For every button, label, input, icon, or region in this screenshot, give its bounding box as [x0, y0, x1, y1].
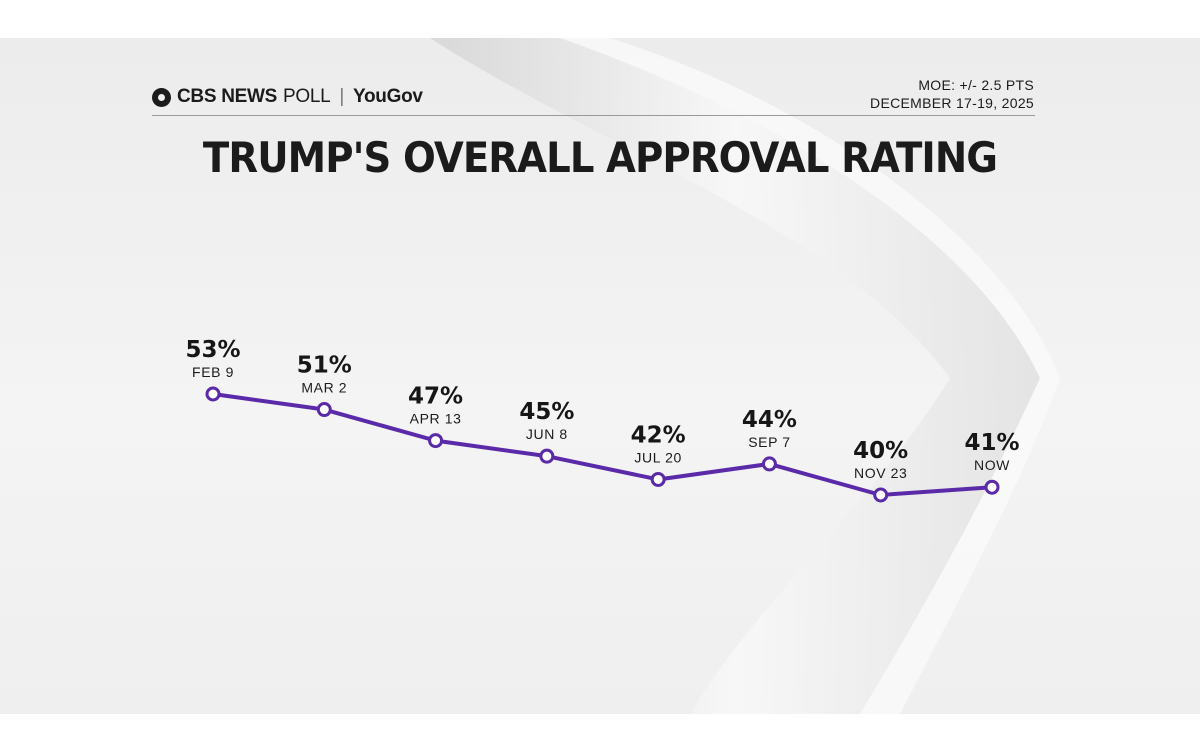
date-label-6: NOV 23: [854, 465, 907, 481]
value-label-1: 51%: [297, 353, 352, 379]
chart-title: TRUMP'S OVERALL APPROVAL RATING: [202, 133, 998, 182]
data-point-7: [984, 479, 1000, 495]
date-label-4: JUL 20: [634, 449, 681, 465]
date-label-1: MAR 2: [301, 380, 347, 396]
line-chart: 53%FEB 9 51%MAR 2 47%APR 13 45%JUN 8 42%JUL …: [185, 337, 1020, 503]
data-point-5: [761, 456, 777, 472]
data-point-3: [539, 448, 555, 464]
poll-meta: MOE: +/- 2.5 PTS DECEMBER 17-19, 2025: [870, 76, 1034, 112]
cbs-eye-icon: [152, 87, 171, 107]
date-label-7: NOW: [974, 457, 1010, 473]
date-label-3: JUN 8: [526, 426, 568, 442]
header-divider: [152, 115, 1035, 116]
date-label-2: APR 13: [410, 411, 462, 427]
data-point-6: [873, 487, 889, 503]
value-label-0: 53%: [185, 337, 240, 363]
data-point-2: [428, 433, 444, 449]
data-point-4: [650, 471, 666, 487]
value-label-3: 45%: [519, 399, 574, 425]
data-point-1: [316, 402, 332, 418]
value-label-4: 42%: [631, 422, 686, 448]
brand-primary: CBS NEWS: [177, 86, 277, 107]
value-label-5: 44%: [742, 407, 797, 433]
approval-series-line: [212, 392, 993, 497]
header: CBS NEWS POLL | YouGov: [152, 86, 423, 108]
date-label-5: SEP 7: [748, 434, 790, 450]
brand-separator: |: [339, 86, 345, 107]
margin-of-error: MOE: +/- 2.5 PTS: [918, 77, 1034, 93]
graphic-frame: CBS NEWS POLL | YouGov MOE: +/- 2.5 PTS …: [0, 38, 1200, 714]
value-label-2: 47%: [408, 384, 463, 410]
brand-lockup: CBS NEWS POLL | YouGov: [152, 86, 423, 108]
brand-secondary: POLL: [283, 86, 331, 107]
poll-dates: DECEMBER 17-19, 2025: [870, 95, 1034, 111]
background-swoosh: [430, 38, 1060, 714]
brand-partner: YouGov: [353, 86, 423, 107]
value-label-6: 40%: [853, 438, 908, 464]
date-label-0: FEB 9: [192, 364, 234, 380]
value-label-7: 41%: [964, 430, 1019, 456]
data-point-0: [205, 386, 221, 402]
